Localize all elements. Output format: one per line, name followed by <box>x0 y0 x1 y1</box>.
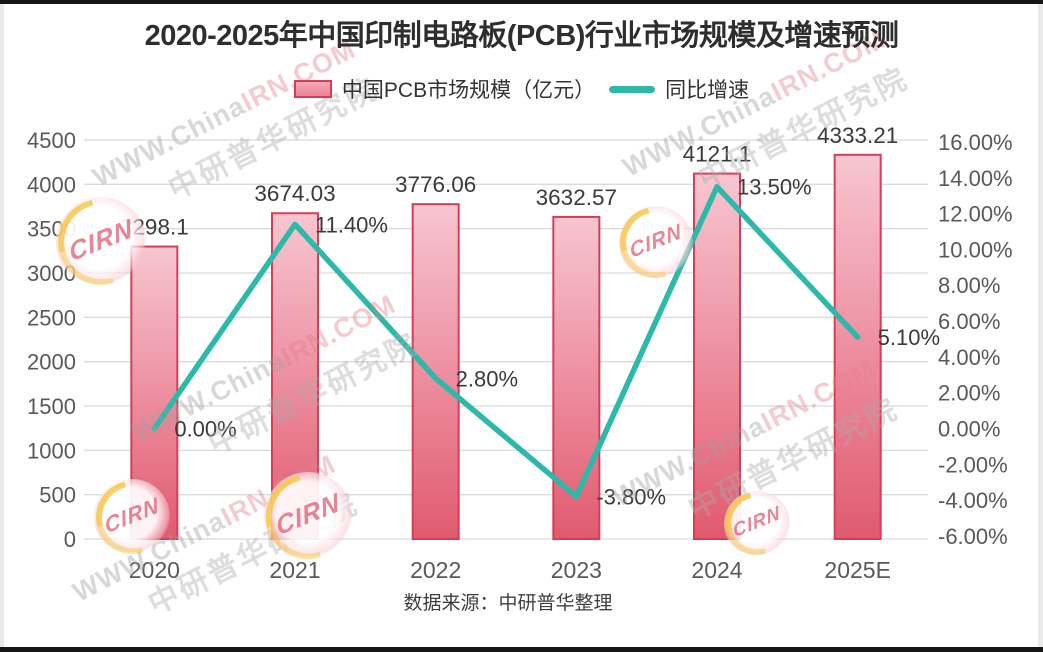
x-axis-label: 2020 <box>129 557 180 583</box>
right-axis-tick: 14.00% <box>938 166 1013 191</box>
right-axis-tick: 0.00% <box>938 417 1000 442</box>
left-axis-tick: 1000 <box>27 438 76 463</box>
left-axis-tick: 2500 <box>27 305 76 330</box>
line-value-label: -3.80% <box>596 485 666 510</box>
right-border <box>1038 4 1043 647</box>
bar-value-label: 3632.57 <box>536 185 617 210</box>
line-series-label: 同比增速 <box>665 79 750 102</box>
left-axis-tick: 0 <box>64 527 76 552</box>
x-axis-label: 2021 <box>269 557 320 583</box>
bar-value-label: 4121.1 <box>683 142 752 167</box>
x-axis-label: 2024 <box>691 557 742 583</box>
legend-item-line: 同比增速 <box>609 74 749 104</box>
bar-2022 <box>411 203 460 540</box>
right-axis-tick: 10.00% <box>938 237 1013 262</box>
left-axis-tick: 3000 <box>27 261 76 286</box>
right-axis-tick: 2.00% <box>938 381 1000 406</box>
chart-title: 2020-2025年中国印制电路板(PCB)行业市场规模及增速预测 <box>144 20 899 52</box>
bar-2021 <box>271 212 319 541</box>
line-value-label: 13.50% <box>737 175 812 200</box>
bar-value-label: 3298.1 <box>120 215 189 240</box>
legend-item-bar: 中国PCB市场规模（亿元） <box>293 74 596 104</box>
right-axis-tick: -6.00% <box>938 524 1008 549</box>
right-axis-tick: 12.00% <box>938 202 1013 227</box>
x-axis-label: 2023 <box>551 557 602 583</box>
left-border <box>0 4 4 647</box>
left-axis-tick: 3500 <box>27 217 76 242</box>
right-axis-tick: 8.00% <box>938 273 1000 298</box>
source-note: 数据来源：中研普华整理 <box>403 593 613 614</box>
right-axis-tick: 16.00% <box>938 130 1013 155</box>
line-value-label: 11.40% <box>315 212 388 237</box>
bar-value-label: 3674.03 <box>254 181 335 206</box>
x-axis-label: 2022 <box>410 557 461 583</box>
bar-series-swatch-icon <box>293 80 332 98</box>
left-axis-tick: 1500 <box>27 394 76 419</box>
right-axis-tick: -2.00% <box>938 452 1008 477</box>
bar-2025E <box>833 153 882 540</box>
right-axis-tick: 6.00% <box>938 309 1000 334</box>
legend: 中国PCB市场规模（亿元） 同比增速 <box>0 74 1043 104</box>
left-axis-tick: 500 <box>39 483 76 508</box>
bar-2024 <box>693 172 741 540</box>
line-value-label: 0.00% <box>174 417 236 442</box>
bottom-border <box>0 647 1043 652</box>
left-axis-tick: 4500 <box>27 128 76 153</box>
line-value-label: 2.80% <box>456 366 518 391</box>
left-axis-tick: 4000 <box>27 172 76 197</box>
left-axis-tick: 2000 <box>27 350 76 375</box>
bar-series-label: 中国PCB市场规模（亿元） <box>341 79 596 102</box>
right-axis-tick: -4.00% <box>938 488 1008 513</box>
top-border <box>0 0 1043 4</box>
bar-2020 <box>130 245 179 540</box>
right-axis-tick: 4.00% <box>938 345 1000 370</box>
growth-line <box>151 183 861 500</box>
bar-value-label: 3776.06 <box>395 172 476 197</box>
line-value-label: 5.10% <box>878 325 940 350</box>
bar-value-label: 4333.21 <box>817 123 898 148</box>
x-axis-label: 2025E <box>824 557 891 583</box>
line-series-swatch-icon <box>609 85 656 93</box>
